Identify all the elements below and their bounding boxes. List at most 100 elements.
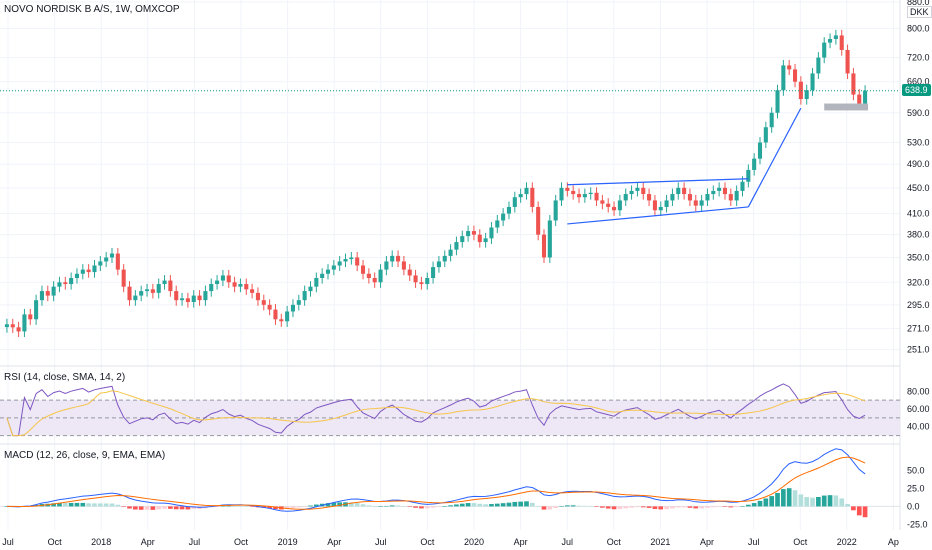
macd-histogram-bar	[109, 503, 115, 507]
candle-body	[769, 112, 774, 128]
candle-body	[763, 127, 768, 143]
price-tick-label: 720.0	[907, 53, 930, 63]
macd-histogram-bar	[781, 489, 786, 507]
macd-histogram-bar	[313, 504, 319, 507]
macd-histogram-bar	[652, 506, 658, 510]
time-tick-label: Oct	[607, 537, 622, 547]
macd-histogram-bar	[97, 503, 103, 507]
macd-histogram-bar	[716, 506, 722, 507]
candle-body	[156, 284, 161, 293]
macd-histogram-bar	[710, 506, 716, 508]
macd-histogram-bar	[675, 506, 681, 508]
macd-histogram-bar	[115, 504, 121, 507]
candle-body	[273, 309, 278, 320]
panel-separators	[0, 0, 901, 530]
macd-histogram-bar	[518, 501, 523, 507]
candle-body	[810, 73, 815, 91]
macd-histogram-bar	[249, 506, 255, 507]
candle-body	[139, 291, 144, 296]
candle-body	[822, 42, 827, 58]
macd-histogram-bar	[238, 506, 243, 507]
candle-body	[600, 200, 605, 204]
candle-body	[144, 289, 150, 292]
candle-body	[839, 35, 844, 51]
macd-histogram-bar	[640, 506, 646, 508]
candle-body	[693, 200, 698, 206]
candle-body	[658, 206, 663, 211]
macd-histogram-bar	[833, 495, 839, 507]
candle-body	[407, 269, 412, 276]
macd-histogram-bar	[372, 506, 378, 507]
candle-body	[547, 220, 552, 258]
macd-histogram-bar	[232, 506, 237, 507]
macd-histogram-bar	[745, 504, 751, 507]
candle-body	[80, 269, 85, 274]
price-axis: 880.0 800.0 720.0 660.0 590.0 530.0 490.0 450.0…	[907, 0, 930, 529]
macd-histogram-bar	[751, 503, 757, 507]
time-tick-label: Jul	[561, 537, 573, 547]
macd-histogram-bar	[308, 505, 313, 507]
macd-histogram-bar	[80, 502, 86, 507]
macd-histogram-bar	[144, 506, 150, 510]
macd-tick-label: 50.0	[907, 465, 925, 475]
macd-histogram-bar	[582, 505, 588, 507]
macd-histogram-bar	[471, 503, 477, 507]
candle-body	[162, 280, 167, 285]
macd-histogram-bar	[185, 506, 191, 510]
macd-histogram-bar	[722, 506, 728, 507]
candle-body	[687, 194, 692, 201]
candle-body	[279, 319, 284, 322]
time-tick-label: Apr	[700, 537, 714, 547]
candle-body	[652, 200, 657, 211]
chart-title: NOVO NORDISK B A/S, 1W, OMXCOP	[4, 4, 180, 15]
macd-histogram-bar	[86, 503, 91, 507]
candle-body	[4, 324, 9, 328]
candle-body	[471, 231, 476, 235]
candle-body	[180, 298, 185, 301]
time-tick-label: Apr	[327, 537, 341, 547]
macd-histogram-bar	[506, 502, 512, 507]
time-tick-label: 2019	[278, 537, 298, 547]
price-tick-label: 590.0	[907, 108, 930, 118]
candle-body	[390, 255, 395, 262]
price-tick-label: 530.0	[907, 137, 930, 147]
candle-body	[226, 275, 231, 283]
macd-histogram-bar	[658, 506, 664, 510]
price-tick-label: 490.0	[907, 159, 930, 169]
candle-body	[612, 206, 617, 211]
candle-body	[372, 277, 377, 283]
macd-histogram-bar	[51, 503, 56, 507]
candle-body	[185, 298, 190, 303]
macd-signal-line	[6, 456, 866, 510]
macd-histogram-bar	[734, 506, 739, 508]
candle-body	[501, 213, 506, 221]
macd-histogram-bar	[623, 506, 629, 509]
candle-body	[857, 94, 862, 104]
candle-body	[436, 261, 441, 268]
macd-histogram-bar	[535, 506, 541, 507]
candle-body	[524, 187, 529, 195]
candle-body	[86, 269, 91, 273]
candle-body	[553, 200, 558, 221]
macd-histogram-bar	[121, 506, 127, 507]
rsi-line	[6, 383, 866, 437]
candle-body	[325, 269, 331, 274]
candle-body	[34, 300, 39, 320]
macd-histogram-bar	[424, 506, 430, 509]
candle-body	[401, 261, 406, 270]
candle-body	[594, 192, 599, 201]
macd-histogram-bar	[220, 505, 226, 507]
macd-histogram-bar	[465, 503, 471, 507]
macd-histogram-bar	[168, 506, 173, 509]
candle-body	[828, 38, 833, 43]
candle-body	[133, 295, 138, 301]
candle-body	[238, 284, 243, 287]
currency-label: DKK	[907, 6, 932, 18]
candle-body	[442, 255, 447, 262]
candle-body	[495, 220, 500, 228]
time-tick-label: Oct	[234, 537, 249, 547]
candle-body	[787, 65, 792, 70]
candle-body	[74, 273, 80, 278]
candle-body	[16, 327, 21, 332]
